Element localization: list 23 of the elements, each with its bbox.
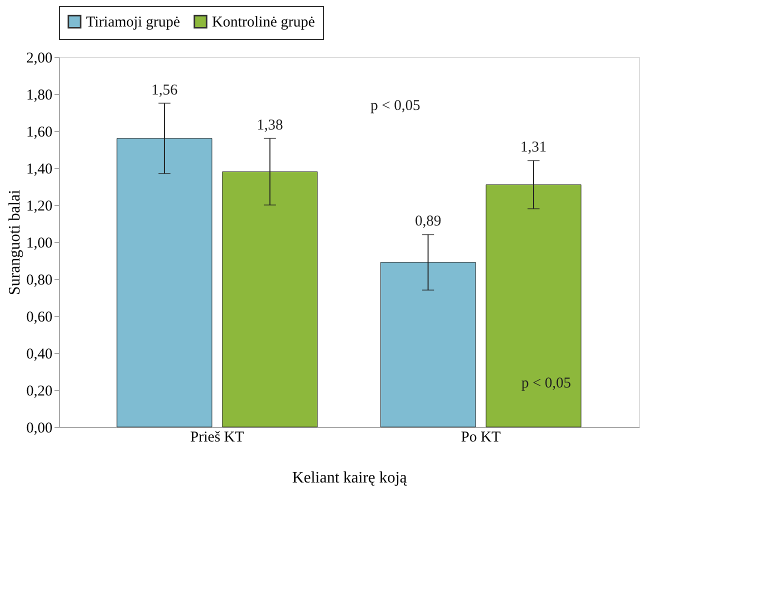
y-tick-label: 1,40 (26, 162, 52, 178)
text: 1,31 (520, 140, 547, 156)
y-tick-label: 0,00 (26, 420, 52, 436)
text: 0,89 (414, 214, 442, 230)
y-tick-label: 2,00 (26, 50, 52, 66)
legend-label: Kontrolinė grupė (212, 14, 316, 31)
text: 1,38 (256, 117, 284, 134)
y-axis-title: Suranguoti balai (6, 189, 24, 296)
y-tick-label: 1,60 (26, 124, 52, 140)
text: 1,56 (151, 82, 178, 98)
y-tick-label: 1,00 (26, 236, 52, 252)
y-tick-label: 0,60 (26, 310, 52, 326)
x-tick-label: Prieš KT (190, 430, 244, 446)
legend-label: Tiriamoji grupė (86, 14, 180, 31)
y-tick-label: 0,40 (26, 346, 52, 362)
annotation: p < 0,05 (370, 98, 420, 114)
y-tick-label: 1,80 (26, 88, 52, 104)
annotation: p < 0,05 (521, 376, 572, 392)
y-tick-label: 0,80 (26, 272, 52, 288)
x-tick-label: Po KT (461, 430, 501, 446)
y-tick-label: 0,20 (26, 384, 52, 400)
y-tick-label: 1,20 (26, 198, 52, 214)
x-axis-title: Keliant kairę koją (292, 470, 408, 486)
